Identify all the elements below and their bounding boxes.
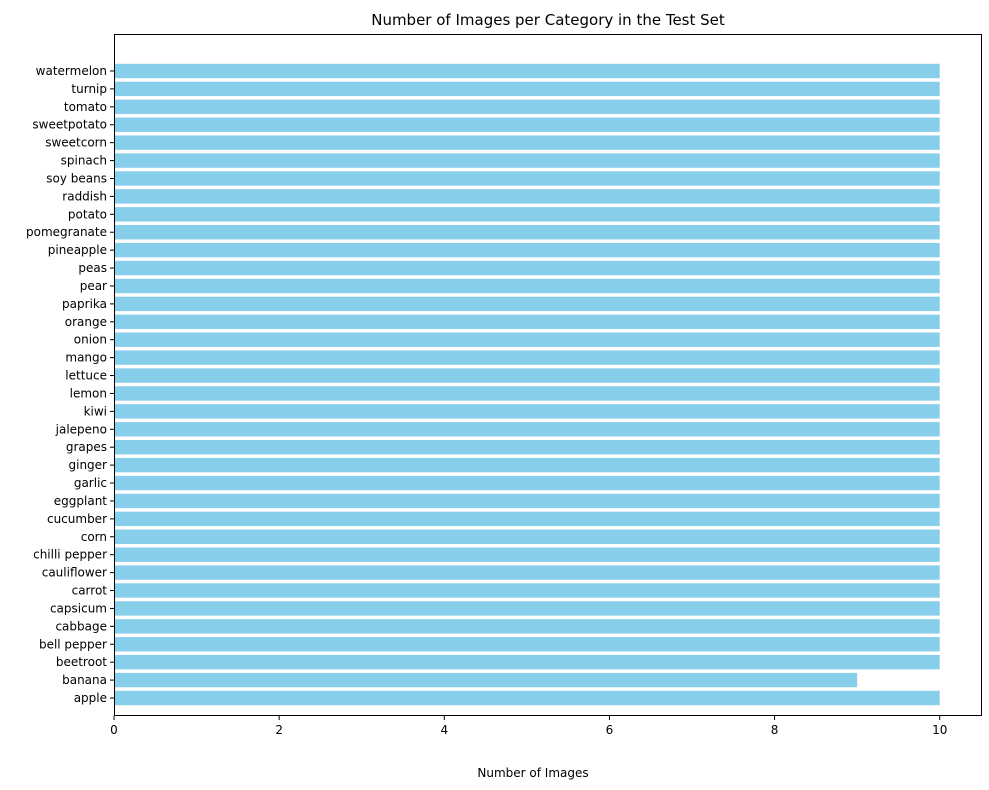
y-tick-label: lettuce <box>65 369 107 383</box>
bar-carrot <box>114 583 940 598</box>
x-tick-label: 0 <box>110 723 118 737</box>
y-tick-label: pear <box>80 279 107 293</box>
y-tick-label: jalepeno <box>55 422 107 436</box>
x-tick-label: 6 <box>606 723 614 737</box>
y-tick-label: paprika <box>62 297 107 311</box>
bar-jalepeno <box>114 422 940 437</box>
y-tick-label: cucumber <box>47 512 107 526</box>
bar-garlic <box>114 475 940 491</box>
y-tick-label: corn <box>81 530 107 544</box>
y-tick-label: beetroot <box>56 655 107 669</box>
y-tick-label: cauliflower <box>42 566 107 580</box>
bar-tomato <box>114 99 940 115</box>
bar-lettuce <box>114 368 940 383</box>
y-tick-label: potato <box>68 207 107 221</box>
y-tick-label: apple <box>74 691 107 705</box>
y-tick-label: banana <box>62 673 107 687</box>
y-tick-label: sweetcorn <box>45 136 107 150</box>
y-tick-label: bell pepper <box>39 637 107 651</box>
bar-eggplant <box>114 493 940 509</box>
bar-pear <box>114 278 940 294</box>
bar-cucumber <box>114 511 940 527</box>
y-tick-label: sweetpotato <box>32 118 107 132</box>
y-tick-label: carrot <box>72 584 108 598</box>
bar-ginger <box>114 457 940 473</box>
y-tick-label: cabbage <box>55 619 107 633</box>
bar-peas <box>114 260 940 276</box>
y-tick-label: onion <box>74 333 107 347</box>
bar-apple <box>114 690 940 706</box>
x-tick-label: 4 <box>440 723 448 737</box>
bar-potato <box>114 207 940 222</box>
x-axis-label: Number of Images <box>477 766 588 780</box>
plot-frame <box>114 34 982 716</box>
bar-chilli-pepper <box>114 547 940 562</box>
bar-banana <box>114 672 858 688</box>
bar-watermelon <box>114 63 940 79</box>
bar-lemon <box>114 386 940 401</box>
x-tick-label: 8 <box>771 723 779 737</box>
bar-spinach <box>114 153 940 168</box>
bar-pineapple <box>114 242 940 258</box>
bar-grapes <box>114 440 940 455</box>
bar-beetroot <box>114 654 940 670</box>
y-tick-label: tomato <box>64 100 107 114</box>
y-tick-label: kiwi <box>84 404 107 418</box>
bar-mango <box>114 350 940 365</box>
bar-sweetpotato <box>114 117 940 132</box>
bar-paprika <box>114 296 940 312</box>
y-tick-label: grapes <box>66 440 107 454</box>
bar-kiwi <box>114 404 940 419</box>
bar-cauliflower <box>114 565 940 580</box>
x-tick-label: 2 <box>275 723 283 737</box>
y-tick-label: pineapple <box>48 243 107 257</box>
bar-raddish <box>114 189 940 204</box>
y-tick-label: chilli pepper <box>33 548 107 562</box>
chart-title: Number of Images per Category in the Tes… <box>371 11 725 29</box>
y-tick-label: ginger <box>69 458 108 472</box>
y-tick-label: soy beans <box>46 171 107 185</box>
y-tick-label: peas <box>78 261 107 275</box>
y-tick-label: spinach <box>61 154 107 168</box>
y-tick-label: eggplant <box>54 494 108 508</box>
bar-pomegranate <box>114 225 940 240</box>
bars-group <box>114 63 940 706</box>
y-tick-label: watermelon <box>36 64 107 78</box>
y-tick-label: garlic <box>74 476 107 490</box>
bar-soy-beans <box>114 171 940 186</box>
bar-onion <box>114 332 940 347</box>
bar-bell-pepper <box>114 637 940 652</box>
y-tick-label: pomegranate <box>26 225 107 239</box>
bar-corn <box>114 529 940 544</box>
x-tick-label: 10 <box>932 723 947 737</box>
bar-turnip <box>114 81 940 97</box>
bar-orange <box>114 314 940 329</box>
y-axis-ticks: apple banana beetroot bell pepper cabbage cap… <box>26 64 114 705</box>
bar-sweetcorn <box>114 135 940 150</box>
y-tick-label: lemon <box>70 386 107 400</box>
y-tick-label: orange <box>65 315 107 329</box>
y-tick-label: turnip <box>71 82 107 96</box>
x-axis-ticks: 0 2 4 6 8 10 <box>110 716 947 737</box>
bar-capsicum <box>114 601 940 616</box>
bar-cabbage <box>114 619 940 634</box>
y-tick-label: capsicum <box>50 601 107 615</box>
y-tick-label: mango <box>65 351 107 365</box>
y-tick-label: raddish <box>62 189 107 203</box>
